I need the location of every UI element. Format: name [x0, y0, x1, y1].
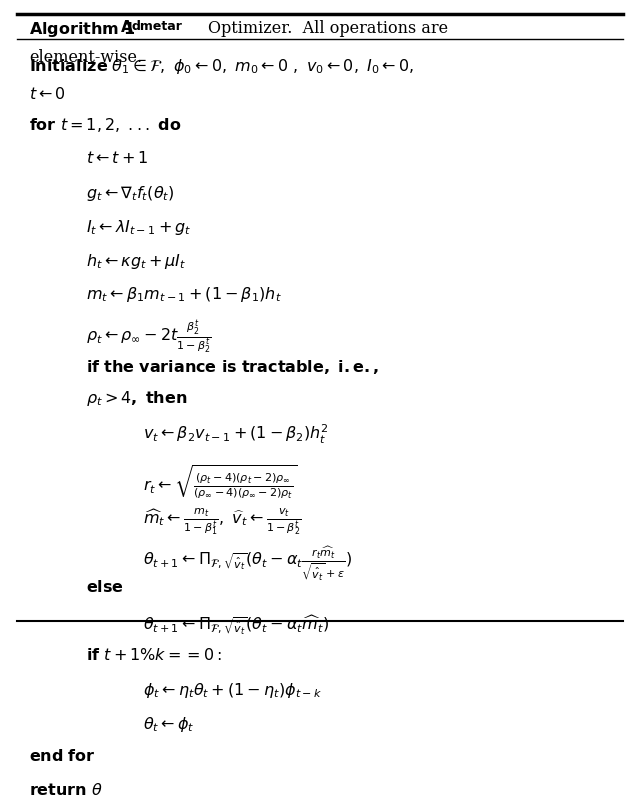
Text: $\mathbf{for}\ t = 1, 2,\ ...\ \mathbf{do}$: $\mathbf{for}\ t = 1, 2,\ ...\ \mathbf{d… [29, 117, 182, 134]
Text: $g_t \leftarrow \nabla_t f_t(\theta_t)$: $g_t \leftarrow \nabla_t f_t(\theta_t)$ [86, 184, 175, 203]
Text: $\mathbf{Initialize}$ $\theta_1 \in \mathcal{F},\ \phi_0 \leftarrow 0,\ m_0 \lef: $\mathbf{Initialize}$ $\theta_1 \in \mat… [29, 58, 415, 76]
Text: $\rho_t > 4\mathbf{,\ then}$: $\rho_t > 4\mathbf{,\ then}$ [86, 389, 188, 407]
Text: $t \leftarrow 0$: $t \leftarrow 0$ [29, 86, 67, 102]
Text: element-wise.: element-wise. [29, 49, 143, 66]
Text: $\widehat{m}_t \leftarrow \frac{m_t}{1-\beta_1^t},\ \widehat{v}_t \leftarrow \fr: $\widehat{m}_t \leftarrow \frac{m_t}{1-\… [143, 507, 301, 538]
Text: $\rho_t \leftarrow \rho_\infty - 2t\frac{\beta_2^t}{1-\beta_2^t}$: $\rho_t \leftarrow \rho_\infty - 2t\frac… [86, 319, 212, 356]
Text: $\theta_{t+1} \leftarrow \Pi_{\mathcal{F},\sqrt{\hat{v}_t}}(\theta_t - \alpha_t : $\theta_{t+1} \leftarrow \Pi_{\mathcal{F… [143, 614, 329, 637]
Text: $m_t \leftarrow \beta_1 m_{t-1} + (1 - \beta_1) h_t$: $m_t \leftarrow \beta_1 m_{t-1} + (1 - \… [86, 286, 282, 305]
Text: $\mathbf{end\ for}$: $\mathbf{end\ for}$ [29, 749, 96, 765]
Text: $\theta_{t+1} \leftarrow \Pi_{\mathcal{F},\sqrt{\hat{v}_t}}(\theta_t - \alpha_t : $\theta_{t+1} \leftarrow \Pi_{\mathcal{F… [143, 544, 353, 582]
Text: $\phi_t \leftarrow \eta_t \theta_t + (1 - \eta_t)\phi_{t-k}$: $\phi_t \leftarrow \eta_t \theta_t + (1 … [143, 681, 322, 700]
Text: $I_t \leftarrow \lambda I_{t-1} + g_t$: $I_t \leftarrow \lambda I_{t-1} + g_t$ [86, 218, 192, 237]
Text: $\bf{Algorithm\ 1}$: $\bf{Algorithm\ 1}$ [29, 20, 136, 39]
Text: $t \leftarrow t + 1$: $t \leftarrow t + 1$ [86, 150, 149, 166]
Text: $h_t \leftarrow \kappa g_t + \mu I_t$: $h_t \leftarrow \kappa g_t + \mu I_t$ [86, 252, 187, 270]
Text: Optimizer.  All operations are: Optimizer. All operations are [207, 20, 448, 37]
Text: $\mathbf{if}\ t + 1\%k == 0:$: $\mathbf{if}\ t + 1\%k == 0:$ [86, 647, 223, 663]
Text: $\mathbf{if\ the\ variance\ is\ tractable,\ i.e.,}$: $\mathbf{if\ the\ variance\ is\ tractabl… [86, 358, 380, 376]
Text: $\theta_t \leftarrow \phi_t$: $\theta_t \leftarrow \phi_t$ [143, 714, 195, 734]
Text: $\mathbf{return}\ \theta$: $\mathbf{return}\ \theta$ [29, 782, 103, 798]
Text: $\mathbf{else}$: $\mathbf{else}$ [86, 579, 124, 595]
Text: A: A [121, 20, 132, 35]
Text: $v_t \leftarrow \beta_2 v_{t-1} + (1 - \beta_2) h_t^2$: $v_t \leftarrow \beta_2 v_{t-1} + (1 - \… [143, 422, 329, 446]
Text: $r_t \leftarrow \sqrt{\frac{(\rho_t - 4)(\rho_t - 2)\rho_\infty}{(\rho_\infty - : $r_t \leftarrow \sqrt{\frac{(\rho_t - 4)… [143, 463, 297, 501]
Text: dmetar: dmetar [131, 20, 182, 33]
